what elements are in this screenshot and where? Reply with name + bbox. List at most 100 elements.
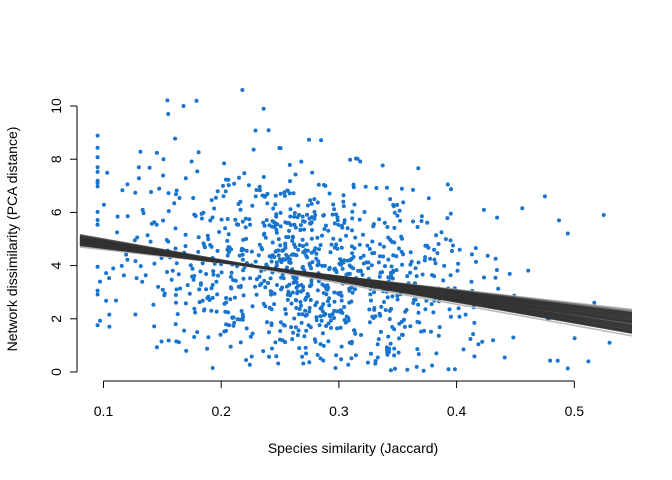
data-point bbox=[376, 260, 381, 265]
data-point bbox=[256, 253, 261, 258]
data-point bbox=[287, 191, 292, 196]
data-point bbox=[278, 243, 283, 248]
data-point bbox=[334, 270, 339, 275]
data-point bbox=[299, 159, 304, 164]
data-point bbox=[266, 128, 271, 133]
data-point bbox=[132, 238, 137, 243]
data-point bbox=[377, 274, 382, 279]
data-point bbox=[448, 238, 453, 243]
data-point bbox=[572, 336, 577, 341]
data-point bbox=[390, 239, 394, 244]
data-point bbox=[382, 220, 387, 225]
data-point bbox=[238, 340, 243, 345]
data-point bbox=[476, 342, 481, 347]
data-point bbox=[310, 260, 315, 265]
data-point bbox=[391, 253, 396, 258]
data-point bbox=[205, 346, 210, 351]
data-point bbox=[434, 351, 439, 356]
data-point bbox=[377, 217, 382, 222]
data-point bbox=[392, 225, 397, 230]
data-point bbox=[250, 331, 255, 336]
data-point bbox=[432, 274, 437, 279]
data-point bbox=[264, 218, 269, 223]
data-point bbox=[344, 233, 349, 238]
data-point bbox=[332, 316, 336, 320]
data-point bbox=[366, 266, 371, 271]
data-point bbox=[195, 169, 200, 174]
data-point bbox=[298, 223, 303, 228]
data-point bbox=[315, 235, 320, 240]
data-point bbox=[183, 301, 188, 306]
data-point bbox=[387, 346, 392, 351]
data-point bbox=[439, 230, 444, 235]
data-point bbox=[183, 176, 188, 181]
y-axis: 0 2 4 6 8 10 bbox=[48, 98, 78, 376]
data-point bbox=[360, 272, 365, 277]
data-point bbox=[238, 284, 243, 288]
data-point bbox=[351, 185, 356, 190]
x-tick-label: 0.5 bbox=[565, 403, 585, 419]
data-point bbox=[114, 298, 118, 303]
data-point bbox=[192, 274, 197, 278]
data-point bbox=[238, 199, 243, 204]
data-point bbox=[107, 312, 112, 317]
data-point bbox=[408, 262, 413, 267]
y-tick-label: 2 bbox=[48, 315, 64, 323]
data-point bbox=[423, 307, 428, 312]
data-point bbox=[307, 309, 312, 314]
data-point bbox=[300, 214, 305, 219]
data-point bbox=[283, 307, 288, 312]
data-point bbox=[175, 312, 180, 317]
data-point bbox=[363, 184, 368, 189]
data-point bbox=[149, 221, 154, 226]
data-point bbox=[223, 226, 228, 231]
data-point bbox=[225, 247, 230, 252]
data-point bbox=[304, 312, 309, 317]
data-point bbox=[214, 309, 219, 314]
data-point bbox=[416, 302, 421, 307]
data-point bbox=[272, 302, 277, 307]
data-point bbox=[386, 275, 391, 280]
data-point bbox=[422, 328, 427, 333]
data-point bbox=[394, 254, 399, 259]
data-point bbox=[339, 224, 344, 228]
data-point bbox=[445, 182, 450, 187]
data-point bbox=[300, 264, 305, 269]
data-point bbox=[240, 88, 245, 92]
data-point bbox=[320, 331, 325, 336]
data-point bbox=[241, 237, 246, 242]
data-point bbox=[345, 226, 350, 231]
data-point bbox=[341, 199, 346, 204]
data-point bbox=[385, 352, 390, 357]
data-point bbox=[136, 176, 141, 181]
data-point bbox=[332, 308, 337, 313]
data-point bbox=[491, 338, 496, 343]
data-point bbox=[210, 295, 215, 300]
data-point bbox=[133, 190, 138, 195]
data-point bbox=[121, 273, 126, 278]
data-point bbox=[369, 263, 374, 268]
data-point bbox=[269, 323, 274, 328]
data-point bbox=[222, 161, 227, 166]
data-point bbox=[95, 155, 100, 160]
data-point bbox=[320, 233, 324, 238]
data-point bbox=[327, 191, 332, 196]
data-point bbox=[300, 237, 305, 242]
data-point bbox=[239, 309, 244, 313]
data-point bbox=[400, 262, 405, 267]
data-point bbox=[247, 217, 252, 222]
data-point bbox=[232, 320, 237, 325]
data-point bbox=[183, 232, 188, 237]
data-point bbox=[160, 287, 165, 292]
data-point bbox=[320, 263, 325, 268]
data-point bbox=[309, 266, 314, 271]
data-point bbox=[115, 214, 120, 219]
data-point bbox=[380, 270, 384, 275]
data-point bbox=[296, 203, 301, 208]
data-point bbox=[224, 322, 229, 327]
data-point bbox=[107, 276, 112, 281]
data-point bbox=[385, 295, 390, 300]
data-point bbox=[315, 288, 320, 293]
data-point bbox=[161, 157, 166, 162]
data-point bbox=[326, 339, 331, 344]
